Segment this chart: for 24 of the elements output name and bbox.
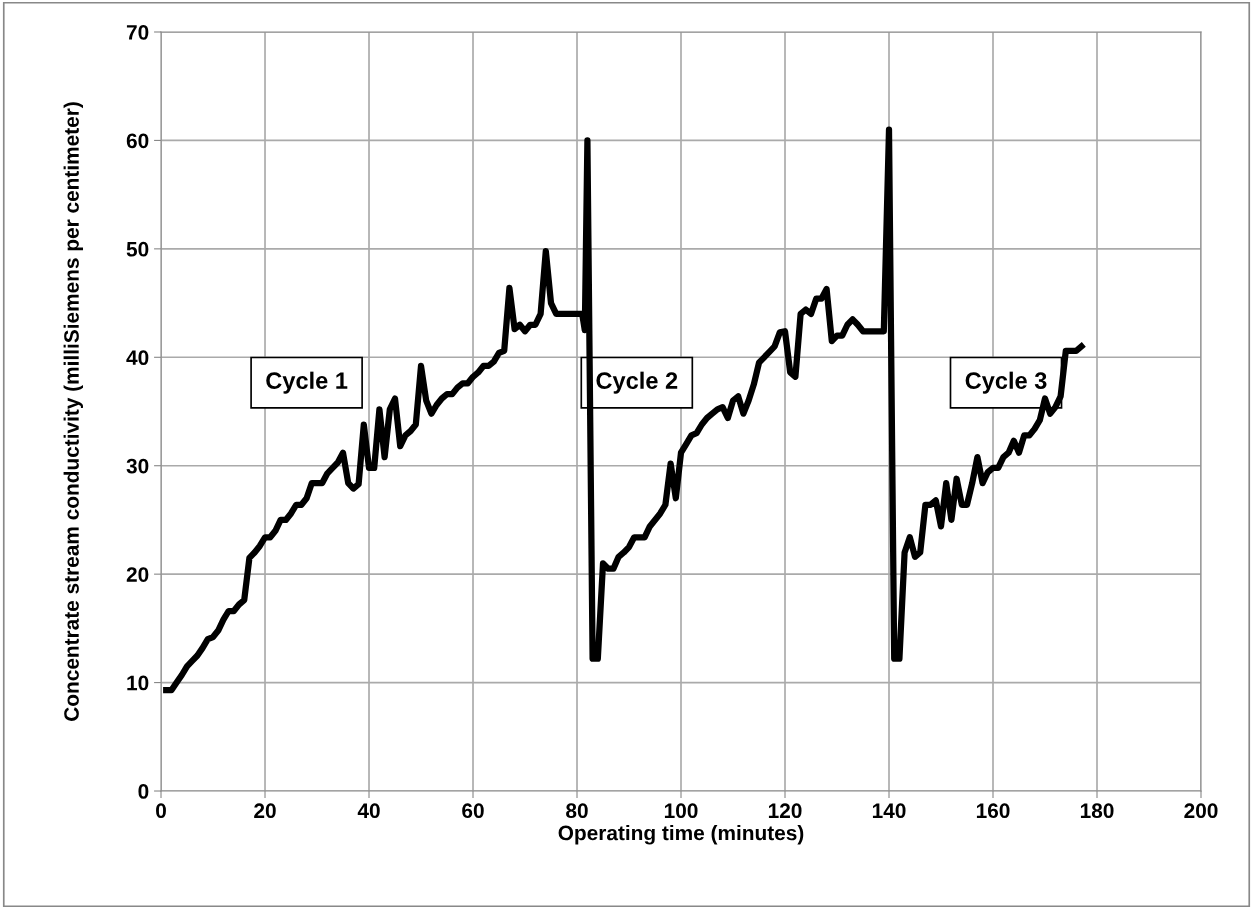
annotation: Cycle 1 [266,371,348,394]
x-tick-label: 20 [254,803,276,819]
y-tick-label: 30 [126,458,149,474]
y-tick-label: 60 [126,133,149,149]
x-tick-label: 40 [357,803,380,819]
x-tick-label: 100 [664,803,698,819]
x-tick-label: 0 [156,803,166,819]
y-tick-label: 50 [126,241,149,257]
x-tick-label: 180 [1080,803,1114,819]
x-tick-label: 160 [976,803,1010,819]
annotation: Cycle 2 [596,371,678,394]
x-axis-title: Operating time (minutes) [558,825,804,845]
y-axis-title: Concentrate stream conductivity (milliSiemens per centimeter) [63,102,84,721]
x-tick-label: 80 [566,803,588,819]
x-tick-label: 120 [768,803,802,819]
y-tick-label: 20 [126,567,149,582]
x-tick-label: 200 [1184,803,1218,819]
x-tick-label: 60 [462,803,484,819]
x-tick-label: 140 [872,803,906,819]
y-tick-label: 40 [126,350,149,366]
y-tick-label: 0 [138,784,149,799]
annotation: Cycle 3 [965,371,1047,394]
y-tick-label: 70 [126,25,149,40]
y-tick-label: 10 [127,675,149,691]
